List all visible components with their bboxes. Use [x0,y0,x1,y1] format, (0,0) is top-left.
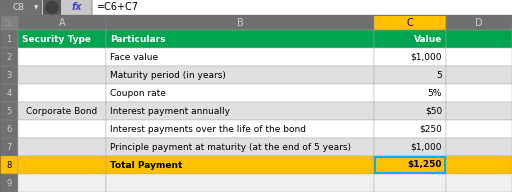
Bar [43,0,61,15]
Text: $250: $250 [419,124,442,133]
Text: $1,000: $1,000 [411,52,442,61]
Text: 4: 4 [6,89,12,98]
Bar [18,48,106,66]
Bar [0,84,18,102]
Text: Maturity period (in years): Maturity period (in years) [110,70,226,79]
Text: 2: 2 [6,52,12,61]
Text: Principle payment at maturity (at the end of 5 years): Principle payment at maturity (at the en… [110,142,351,151]
Text: Value: Value [414,35,442,44]
Text: 8: 8 [6,161,12,170]
Bar [0,0,512,15]
Bar [446,66,512,84]
Bar [106,84,374,102]
Text: 6: 6 [6,124,12,133]
Text: $50: $50 [425,107,442,116]
Bar [63,0,91,15]
Text: 5: 5 [436,70,442,79]
Bar [106,15,374,30]
Bar [446,15,512,30]
Text: Particulars: Particulars [110,35,165,44]
Bar [446,48,512,66]
Bar [374,138,446,156]
Text: $1,000: $1,000 [411,142,442,151]
Text: C: C [407,17,413,27]
Bar [18,102,106,120]
Text: 9: 9 [6,179,12,188]
Text: C8: C8 [13,3,25,12]
Bar [18,120,106,138]
Text: 3: 3 [6,70,12,79]
Bar [446,120,512,138]
Bar [93,0,512,15]
Bar [18,138,106,156]
Bar [375,157,445,173]
Bar [106,30,374,48]
Text: 5: 5 [6,107,12,116]
Bar [106,156,374,174]
Bar [0,120,18,138]
Text: $1,250: $1,250 [408,161,442,170]
Bar [446,156,512,174]
Bar [374,156,446,174]
Bar [106,174,374,192]
Bar [0,102,18,120]
Text: Interest payment annually: Interest payment annually [110,107,230,116]
Bar [106,66,374,84]
Bar [374,15,446,30]
Text: =C6+C7: =C6+C7 [97,2,139,12]
Text: Corporate Bond: Corporate Bond [27,107,98,116]
Bar [0,156,18,174]
Text: Security Type: Security Type [22,35,91,44]
Bar [446,138,512,156]
Text: 7: 7 [6,142,12,151]
Text: 1: 1 [6,35,12,44]
Text: Face value: Face value [110,52,158,61]
Text: 5%: 5% [428,89,442,98]
Bar [0,0,42,15]
Bar [18,174,106,192]
Bar [374,102,446,120]
Bar [18,84,106,102]
Bar [374,84,446,102]
Bar [18,66,106,84]
Bar [106,102,374,120]
Bar [0,30,18,48]
Text: B: B [237,17,243,27]
Bar [446,102,512,120]
Bar [106,138,374,156]
Bar [106,120,374,138]
Bar [374,174,446,192]
Bar [446,174,512,192]
Text: A: A [59,17,66,27]
Bar [18,30,106,48]
Bar [18,15,106,30]
Bar [446,30,512,48]
Text: Coupon rate: Coupon rate [110,89,166,98]
Bar [0,66,18,84]
Bar [0,48,18,66]
Bar [374,48,446,66]
Bar [0,174,18,192]
Bar [0,138,18,156]
Bar [0,15,18,30]
Text: Interest payments over the life of the bond: Interest payments over the life of the b… [110,124,306,133]
Text: D: D [475,17,483,27]
Bar [106,48,374,66]
Circle shape [46,2,58,13]
Text: Total Payment: Total Payment [110,161,182,170]
Bar [374,120,446,138]
Text: ▼: ▼ [34,5,38,10]
Bar [446,84,512,102]
Bar [374,66,446,84]
Bar [18,156,106,174]
Bar [374,30,446,48]
Text: fx: fx [72,2,82,12]
